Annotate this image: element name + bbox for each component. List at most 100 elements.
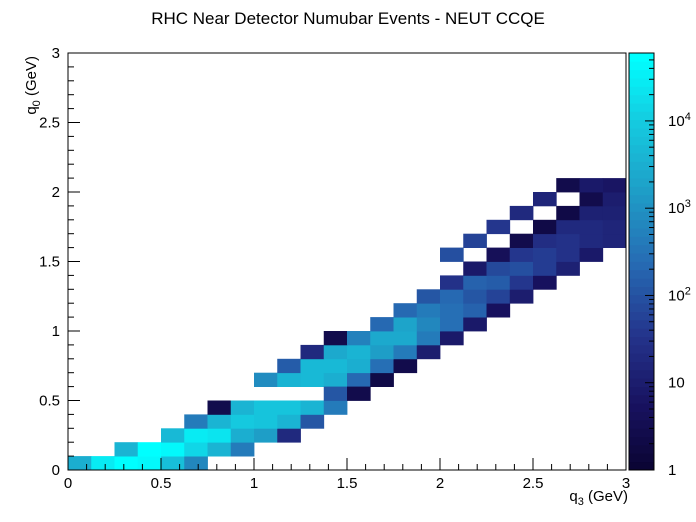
heatmap-cell-78 (509, 261, 534, 276)
colorbar-label-base-4: 10 (668, 113, 685, 130)
colorbar-swatch-32 (629, 194, 654, 204)
heatmap-cell-44 (300, 344, 325, 360)
heatmap-cells (68, 178, 627, 471)
heatmap-cell-66 (416, 289, 441, 304)
y-axis-label-unit: (GeV) (23, 56, 40, 100)
colorbar-label-4: 104 (668, 111, 691, 130)
colorbar-label-base-2: 10 (668, 287, 685, 304)
colorbar-swatch-20 (629, 294, 654, 304)
heatmap-cell-31 (277, 372, 301, 387)
colorbar-swatch-12 (629, 361, 654, 371)
heatmap-cell-87 (533, 233, 557, 248)
heatmap-cell-4 (161, 456, 185, 471)
colorbar-swatch-10 (629, 378, 654, 387)
colorbar-swatch-23 (629, 269, 654, 279)
y-tick-label-1: 0.5 (39, 393, 60, 410)
colorbar-label-0: 1 (668, 462, 676, 479)
heatmap-cell-36 (323, 386, 348, 401)
heatmap-cell-14 (207, 428, 232, 443)
heatmap-cell-18 (184, 414, 208, 429)
heatmap-cell-61 (393, 303, 418, 318)
heatmap-cell-40 (323, 358, 348, 374)
heatmap-cell-64 (463, 303, 487, 318)
y-axis-label-main: q (23, 106, 40, 114)
x-tick-label-3: 1.5 (337, 475, 358, 492)
heatmap-cell-6 (114, 442, 139, 457)
heatmap-cell-96 (579, 205, 604, 221)
colorbar-swatch-5 (629, 419, 654, 429)
colorbar-swatch-49 (629, 53, 654, 62)
y-axis: 0 0.5 1 1.5 2 2.5 3 (39, 45, 80, 479)
heatmap-cell-86 (509, 233, 534, 248)
heatmap-cell-99 (602, 192, 627, 207)
heatmap-cell-3 (137, 456, 162, 471)
heatmap-cell-5 (184, 456, 208, 471)
colorbar-label-exp-2: 2 (685, 285, 691, 297)
colorbar-swatch-26 (629, 244, 654, 254)
colorbar-label-1: 10 (668, 375, 685, 392)
colorbar-swatch-25 (629, 253, 654, 262)
colorbar-swatch-40 (629, 128, 654, 137)
heatmap-cell-20 (230, 414, 255, 429)
colorbar-swatch-28 (629, 228, 654, 237)
colorbar-swatch-1 (629, 453, 654, 463)
heatmap-cell-104 (509, 205, 534, 221)
colorbar-swatch-14 (629, 344, 654, 354)
colorbar-swatch-30 (629, 211, 654, 221)
heatmap-cell-37 (347, 386, 371, 401)
heatmap-cell-72 (463, 275, 487, 290)
y-tick-label-3: 1.5 (39, 254, 60, 271)
colorbar-swatch-29 (629, 219, 654, 229)
colorbar-swatch-2 (629, 444, 654, 454)
colorbar-swatch-17 (629, 319, 654, 329)
heatmap-cell-60 (463, 317, 487, 332)
heatmap-cell-107 (440, 247, 464, 262)
x-axis-label-main: q (569, 488, 577, 505)
heatmap-cell-84 (556, 247, 580, 262)
heatmap-cell-98 (579, 192, 604, 207)
heatmap-cell-25 (230, 400, 255, 415)
x-axis: 0 0.5 1 1.5 2 2.5 3 (64, 458, 630, 492)
colorbar-swatch-4 (629, 428, 654, 438)
heatmap-cell-7 (137, 442, 162, 457)
chart-title: RHC Near Detector Numubar Events - NEUT … (151, 9, 545, 28)
colorbar-swatch-13 (629, 353, 654, 362)
colorbar-swatch-45 (629, 86, 654, 96)
heatmap-cell-50 (323, 331, 348, 346)
heatmap-cell-29 (323, 400, 348, 415)
colorbar-swatch-39 (629, 136, 654, 146)
heatmap-cell-45 (323, 344, 348, 360)
heatmap-cell-41 (347, 358, 371, 374)
y-tick-label-6: 3 (52, 45, 60, 62)
colorbar-swatch-9 (629, 386, 654, 396)
heatmap-cell-42 (370, 358, 394, 374)
heatmap-cell-55 (440, 331, 464, 346)
heatmap-cell-9 (184, 442, 208, 457)
colorbar-label-exp-4: 4 (685, 111, 691, 123)
colorbar-swatch-15 (629, 336, 654, 346)
heatmap-cell-33 (323, 372, 348, 387)
colorbar-swatch-34 (629, 178, 654, 187)
heatmap-cell-43 (393, 358, 418, 374)
colorbar-label-base-1: 10 (668, 375, 685, 392)
heatmap-cell-17 (277, 428, 301, 443)
heatmap-cell-46 (347, 344, 371, 360)
x-tick-label-2: 1 (250, 475, 258, 492)
heatmap-cell-11 (230, 442, 255, 457)
heatmap-cell-101 (556, 178, 580, 193)
colorbar-label-base-0: 1 (668, 462, 676, 479)
heatmap-cell-85 (579, 247, 604, 262)
heatmap-cell-53 (393, 331, 418, 346)
heatmap-cell-103 (533, 192, 557, 207)
heatmap-cell-59 (440, 317, 464, 332)
x-axis-label-sub: 3 (578, 496, 584, 508)
heatmap-cell-63 (440, 303, 464, 318)
heatmap-cell-57 (393, 317, 418, 332)
heatmap-cell-82 (509, 247, 534, 262)
heatmap-cell-15 (230, 428, 255, 443)
y-tick-label-0: 0 (52, 462, 60, 479)
heatmap-cell-91 (533, 219, 557, 235)
colorbar-label-3: 103 (668, 198, 691, 217)
heatmap-cell-56 (370, 317, 394, 332)
heatmap-cell-12 (161, 428, 185, 443)
